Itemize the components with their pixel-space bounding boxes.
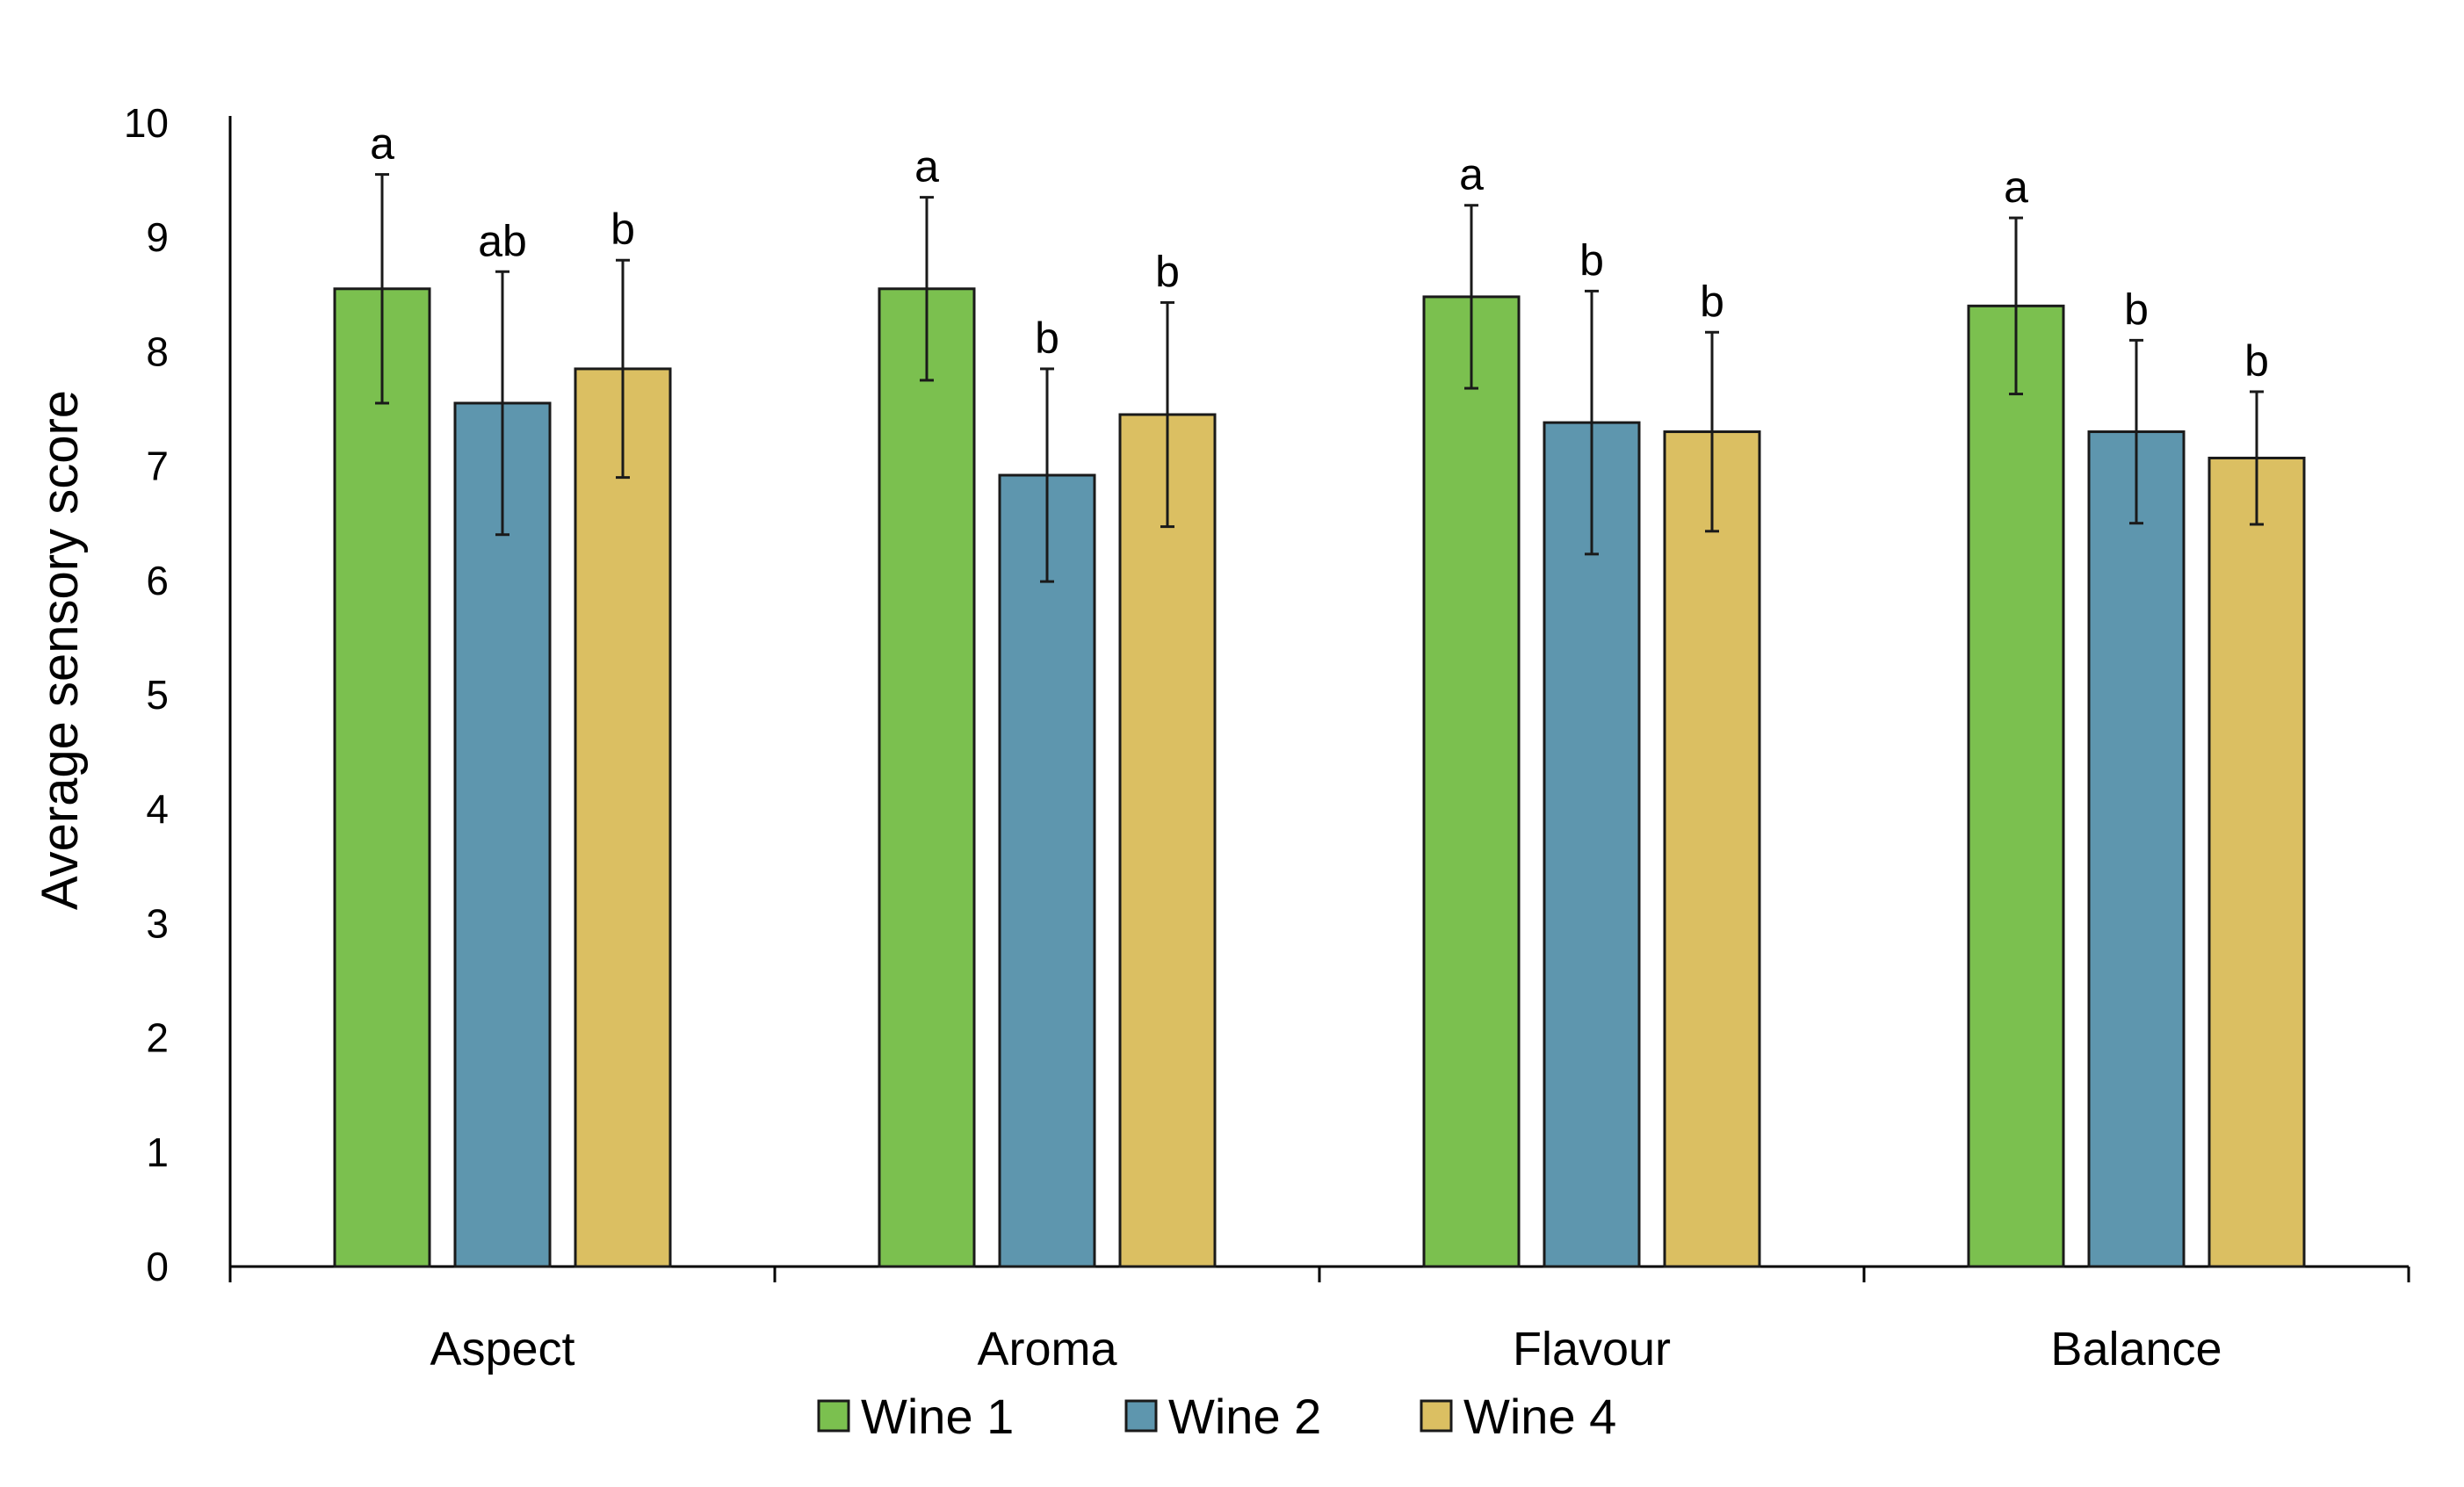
y-axis-title: Average sensory score bbox=[32, 390, 89, 910]
y-tick-label: 8 bbox=[146, 328, 169, 374]
significance-letter: ab bbox=[478, 216, 527, 265]
legend-swatch bbox=[1124, 1399, 1158, 1433]
significance-letter: b bbox=[1035, 314, 1059, 363]
significance-letter: a bbox=[2004, 162, 2028, 212]
bar bbox=[1118, 413, 1217, 1268]
significance-letter: a bbox=[914, 142, 939, 191]
bar bbox=[998, 473, 1096, 1268]
y-tick-label: 4 bbox=[146, 786, 169, 832]
significance-letter: b bbox=[2244, 336, 2269, 386]
x-category-label: Balance bbox=[2050, 1323, 2222, 1375]
bar bbox=[1663, 430, 1761, 1268]
significance-letter: b bbox=[1700, 277, 1724, 326]
y-tick-label: 6 bbox=[146, 558, 169, 603]
y-tick-label: 2 bbox=[146, 1015, 169, 1061]
bar bbox=[453, 401, 552, 1268]
significance-letter: a bbox=[370, 119, 394, 169]
bar bbox=[2207, 456, 2306, 1268]
bar bbox=[878, 287, 976, 1268]
y-tick-label: 3 bbox=[146, 900, 169, 946]
y-tick-label: 9 bbox=[146, 214, 169, 260]
bars-group bbox=[333, 287, 2306, 1268]
significance-letter: a bbox=[1459, 150, 1484, 199]
bar bbox=[2087, 430, 2186, 1268]
y-tick-label: 0 bbox=[146, 1244, 169, 1289]
legend-label: Wine 2 bbox=[1168, 1389, 1321, 1444]
significance-letter: b bbox=[2124, 285, 2149, 334]
legend-swatch bbox=[817, 1399, 850, 1433]
y-tick-label: 5 bbox=[146, 672, 169, 718]
bar bbox=[1422, 295, 1521, 1268]
x-category-label: Flavour bbox=[1513, 1323, 1671, 1375]
bar bbox=[1543, 421, 1641, 1268]
significance-letter: b bbox=[611, 205, 635, 254]
error-bars-group bbox=[375, 173, 2264, 583]
legend: Wine 1 Wine 2 Wine 4 bbox=[817, 1389, 1616, 1444]
bar bbox=[1967, 304, 2065, 1268]
y-tick-label: 1 bbox=[146, 1130, 169, 1175]
legend-label: Wine 4 bbox=[1463, 1389, 1616, 1444]
y-tick-label: 10 bbox=[124, 100, 169, 146]
bar bbox=[574, 367, 672, 1268]
y-tick-label: 7 bbox=[146, 444, 169, 489]
significance-letter: b bbox=[1155, 247, 1180, 296]
x-category-label: Aspect bbox=[430, 1323, 574, 1375]
bar bbox=[333, 287, 431, 1268]
axes-group: 0 1 2 3 4 5 6 7 8 9 10 Aspect Aroma Flavour Balance Ave… bbox=[32, 100, 2410, 1375]
legend-swatch bbox=[1420, 1399, 1453, 1433]
x-category-label: Aroma bbox=[977, 1323, 1117, 1375]
significance-letter: b bbox=[1579, 235, 1604, 285]
legend-label: Wine 1 bbox=[861, 1389, 1014, 1444]
